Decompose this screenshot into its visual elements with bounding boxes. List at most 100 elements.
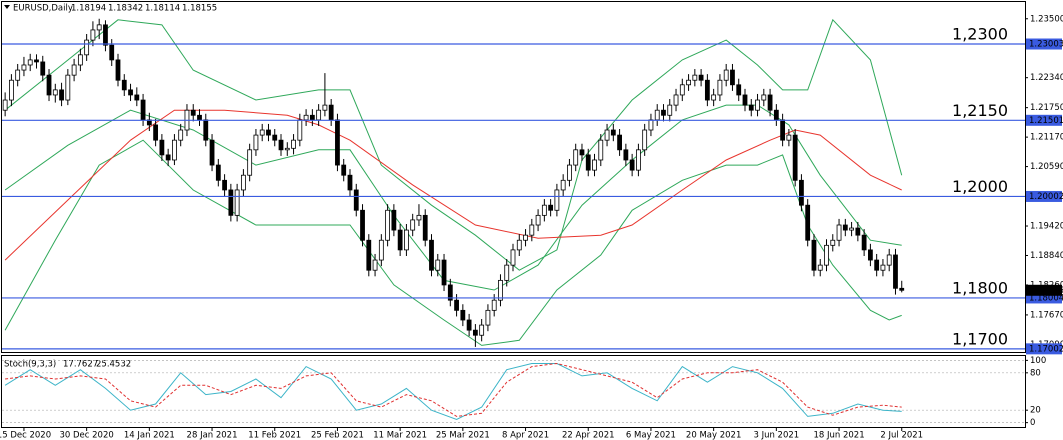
y-tick-label: 1.21750	[1030, 103, 1063, 113]
candle-body	[128, 89, 133, 96]
candle-body	[309, 114, 315, 121]
candle-body	[378, 239, 384, 261]
level-label: 1,1800	[952, 278, 1008, 297]
candle-body	[159, 139, 165, 156]
level-axis-box	[1026, 343, 1062, 355]
overlay-line	[4, 109, 902, 261]
candle-body	[303, 114, 309, 121]
candle-body	[598, 139, 604, 161]
candle-body	[284, 147, 290, 151]
indicator-main-value: 17.7627	[63, 360, 98, 370]
candle-body	[516, 239, 522, 251]
candle-body	[435, 259, 441, 271]
candle-body	[178, 129, 184, 141]
candle-body	[861, 234, 867, 251]
candle-body	[592, 159, 597, 171]
candle-body	[472, 329, 478, 336]
candle-body	[353, 189, 359, 211]
candle-body	[673, 94, 679, 106]
candle-body	[410, 219, 416, 231]
y-tick-label: 1.18840	[1030, 251, 1063, 261]
level-label: 1,2000	[952, 177, 1008, 196]
candle-body	[316, 109, 322, 121]
indicator-tick-label: 0	[1030, 418, 1035, 428]
open-value: 1.18194	[71, 4, 106, 14]
candle-body	[573, 149, 579, 166]
candle-body	[190, 109, 196, 116]
candle-body	[886, 254, 892, 266]
candle-body	[103, 24, 108, 46]
candle-body	[667, 104, 673, 116]
x-tick-label: 22 Apr 2021	[562, 431, 615, 440]
candle-body	[429, 239, 434, 271]
y-tick-label: 1.22340	[1030, 73, 1063, 83]
candle-body	[109, 44, 115, 61]
candle-body	[554, 189, 560, 211]
candle-body	[642, 129, 648, 151]
candle-body	[90, 29, 96, 41]
candle-body	[372, 259, 378, 271]
level-axis-label: 1.17002	[1029, 344, 1063, 354]
candle-body	[849, 227, 854, 231]
indicator-tick-label: 100	[1030, 356, 1046, 366]
candle-body	[215, 164, 221, 181]
candle-body	[792, 134, 798, 181]
candle-body	[629, 159, 635, 171]
y-tick-label: 1.19420	[1030, 222, 1063, 232]
candle-body	[115, 59, 121, 81]
indicator-tick-label: 20	[1030, 406, 1041, 416]
x-tick-label: 15 Dec 2020	[0, 431, 51, 440]
high-value: 1.18342	[108, 4, 143, 14]
x-tick-label: 2 Jul 2021	[880, 431, 923, 440]
level-label: 1,1700	[952, 329, 1008, 348]
candle-body	[360, 209, 365, 241]
candle-body	[711, 94, 717, 101]
x-tick-label: 3 Jun 2021	[753, 431, 799, 440]
candle-body	[447, 284, 453, 301]
candle-body	[140, 99, 146, 121]
candle-body	[341, 164, 347, 176]
level-axis-box	[1026, 190, 1062, 202]
candle-body	[767, 94, 773, 111]
indicator-signal-value: 25.4532	[96, 360, 131, 370]
level-axis-label: 1.23003	[1029, 40, 1063, 50]
candle-body	[391, 209, 397, 231]
candle-body	[786, 134, 792, 141]
candle-body	[328, 104, 334, 121]
candle-body	[203, 119, 209, 141]
candle-body	[27, 59, 33, 66]
candle-body	[704, 79, 710, 101]
candle-body	[397, 229, 403, 251]
x-tick-label: 6 May 2021	[626, 431, 676, 440]
candle-body	[454, 299, 459, 311]
candle-body	[648, 119, 654, 131]
candle-body	[222, 179, 227, 191]
indicator-frame	[1, 355, 1026, 428]
candle-body	[234, 189, 240, 216]
candle-body	[491, 299, 497, 311]
level-axis-label: 1.18004	[1029, 293, 1063, 303]
indicator-title: Stoch(9,3,3)	[4, 360, 56, 370]
candle-body	[84, 39, 90, 56]
candle-body	[240, 174, 246, 191]
candle-body	[541, 204, 547, 216]
candle-body	[9, 79, 14, 101]
candle-body	[755, 99, 760, 111]
candle-body	[761, 94, 767, 101]
candle-body	[34, 59, 39, 63]
candle-body	[165, 154, 171, 161]
level-label: 1,2300	[952, 25, 1008, 44]
candle-body	[874, 259, 880, 271]
candle-body	[548, 204, 554, 211]
candle-body	[21, 64, 27, 71]
candle-body	[404, 229, 409, 251]
candle-body	[529, 224, 535, 236]
level-axis-box	[1026, 114, 1062, 126]
candle-body	[811, 239, 817, 271]
candle-body	[604, 129, 610, 141]
y-tick-label: 1.17670	[1030, 310, 1063, 320]
level-axis-box	[1026, 292, 1062, 304]
candle-body	[523, 234, 528, 241]
candle-body	[247, 149, 253, 176]
